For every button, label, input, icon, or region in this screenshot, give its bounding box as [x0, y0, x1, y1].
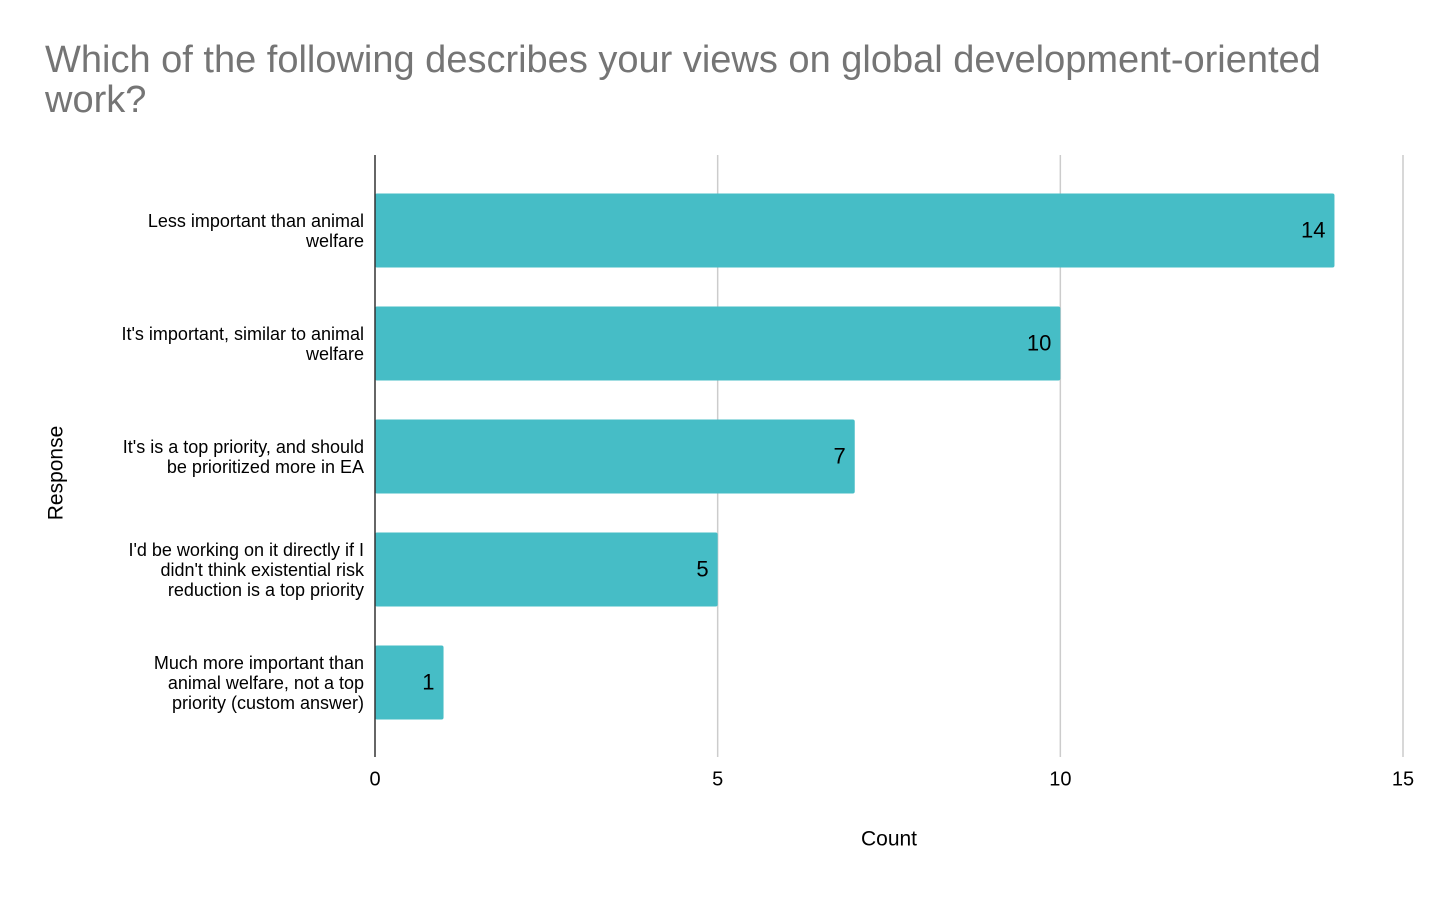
y-tick-label: Much more important than animal welfare,… — [153, 652, 364, 713]
data-label: 7 — [833, 443, 845, 468]
bar — [375, 306, 1061, 381]
bar — [375, 419, 855, 494]
chart-title: Which of the following describes your vi… — [45, 39, 1321, 121]
y-tick-label-wrap: Much more important than animal welfare,… — [114, 643, 364, 723]
y-tick-label-box: Much more important than animal welfare,… — [114, 643, 364, 723]
bar — [375, 193, 1335, 268]
x-tick-label: 10 — [1049, 768, 1071, 790]
y-tick-label-wrap: It's is a top priority, and should be pr… — [114, 417, 364, 497]
bar — [375, 645, 444, 720]
y-tick-label-wrap: Less important than animal welfare — [114, 191, 364, 271]
data-label: 5 — [696, 556, 708, 581]
y-tick-label: It's important, similar to animal welfar… — [121, 323, 364, 364]
x-axis-label: Count — [861, 828, 917, 851]
y-tick-label-wrap: It's important, similar to animal welfar… — [114, 304, 364, 384]
bar — [375, 532, 718, 607]
x-tick-label: 15 — [1392, 768, 1414, 790]
y-tick-label-box: It's important, similar to animal welfar… — [114, 304, 364, 384]
y-axis-label: Response — [45, 426, 68, 521]
x-tick-label: 5 — [712, 768, 723, 790]
data-label: 14 — [1301, 217, 1325, 242]
data-label: 10 — [1027, 330, 1051, 355]
y-tick-label-box: It's is a top priority, and should be pr… — [114, 417, 364, 497]
y-tick-label-box: Less important than animal welfare — [114, 191, 364, 271]
y-tick-label: I'd be working on it directly if I didn'… — [128, 539, 364, 600]
y-tick-label-box: I'd be working on it directly if I didn'… — [114, 530, 364, 610]
x-tick-label: 0 — [369, 768, 380, 790]
data-label: 1 — [422, 669, 434, 694]
y-tick-label-wrap: I'd be working on it directly if I didn'… — [114, 530, 364, 610]
y-tick-label: Less important than animal welfare — [147, 210, 364, 251]
y-tick-label: It's is a top priority, and should be pr… — [122, 436, 364, 477]
